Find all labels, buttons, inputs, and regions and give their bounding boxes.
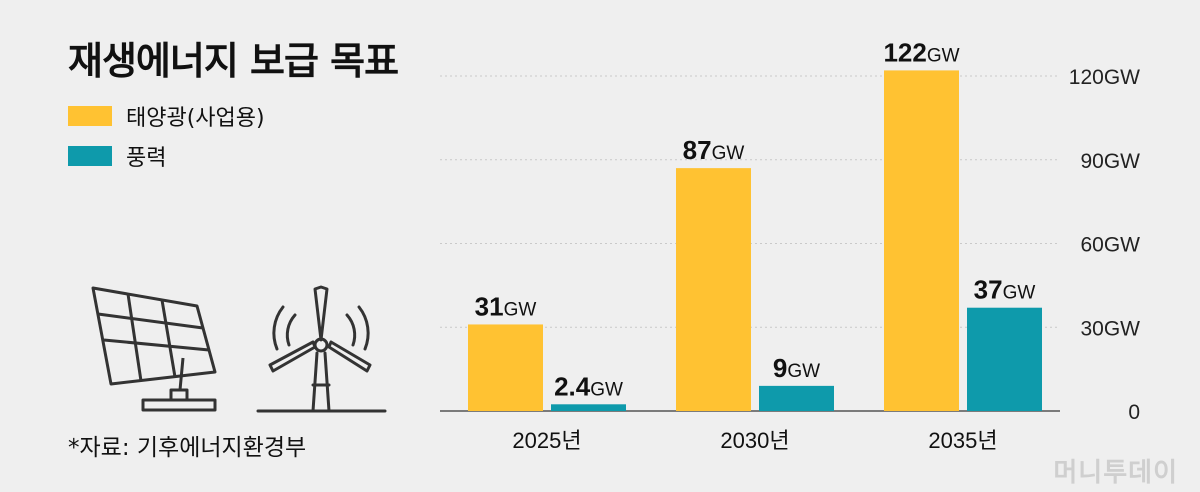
data-label: 87GW xyxy=(683,135,745,165)
x-tick-label: 2030년 xyxy=(720,428,789,453)
solar-panel-icon xyxy=(91,286,217,412)
source-note: *자료: 기후에너지환경부 xyxy=(68,435,307,461)
bar xyxy=(967,307,1042,411)
bar xyxy=(884,70,959,412)
publisher-logo: 머니투데이 xyxy=(1053,458,1178,488)
legend-label-solar: 태양광(사업용) xyxy=(126,106,265,131)
data-label: 9GW xyxy=(773,353,820,383)
legend-swatch-solar xyxy=(68,106,112,126)
y-tick-label: 30GW xyxy=(1080,317,1140,340)
x-tick-label: 2025년 xyxy=(512,428,581,453)
chart-title: 재생에너지 보급 목표 xyxy=(68,39,399,83)
legend-item-solar: 태양광(사업용) xyxy=(68,100,265,132)
data-label: 37GW xyxy=(974,275,1036,305)
x-tick-label: 2035년 xyxy=(928,428,997,453)
data-label: 31GW xyxy=(475,291,537,321)
y-tick-label: 120GW xyxy=(1069,66,1140,89)
data-label: 122GW xyxy=(883,37,959,67)
legend-label-wind: 풍력 xyxy=(126,146,167,171)
y-tick-label: 0 xyxy=(1128,401,1140,424)
data-label: 2.4GW xyxy=(554,371,623,401)
bar xyxy=(468,324,543,411)
bar xyxy=(759,385,834,411)
y-tick-label: 90GW xyxy=(1080,150,1140,173)
bar xyxy=(676,168,751,411)
wind-turbine-icon xyxy=(256,285,387,413)
legend-swatch-wind xyxy=(68,146,112,166)
bar xyxy=(551,404,626,411)
legend-item-wind: 풍력 xyxy=(68,140,166,172)
y-tick-label: 60GW xyxy=(1080,234,1140,257)
